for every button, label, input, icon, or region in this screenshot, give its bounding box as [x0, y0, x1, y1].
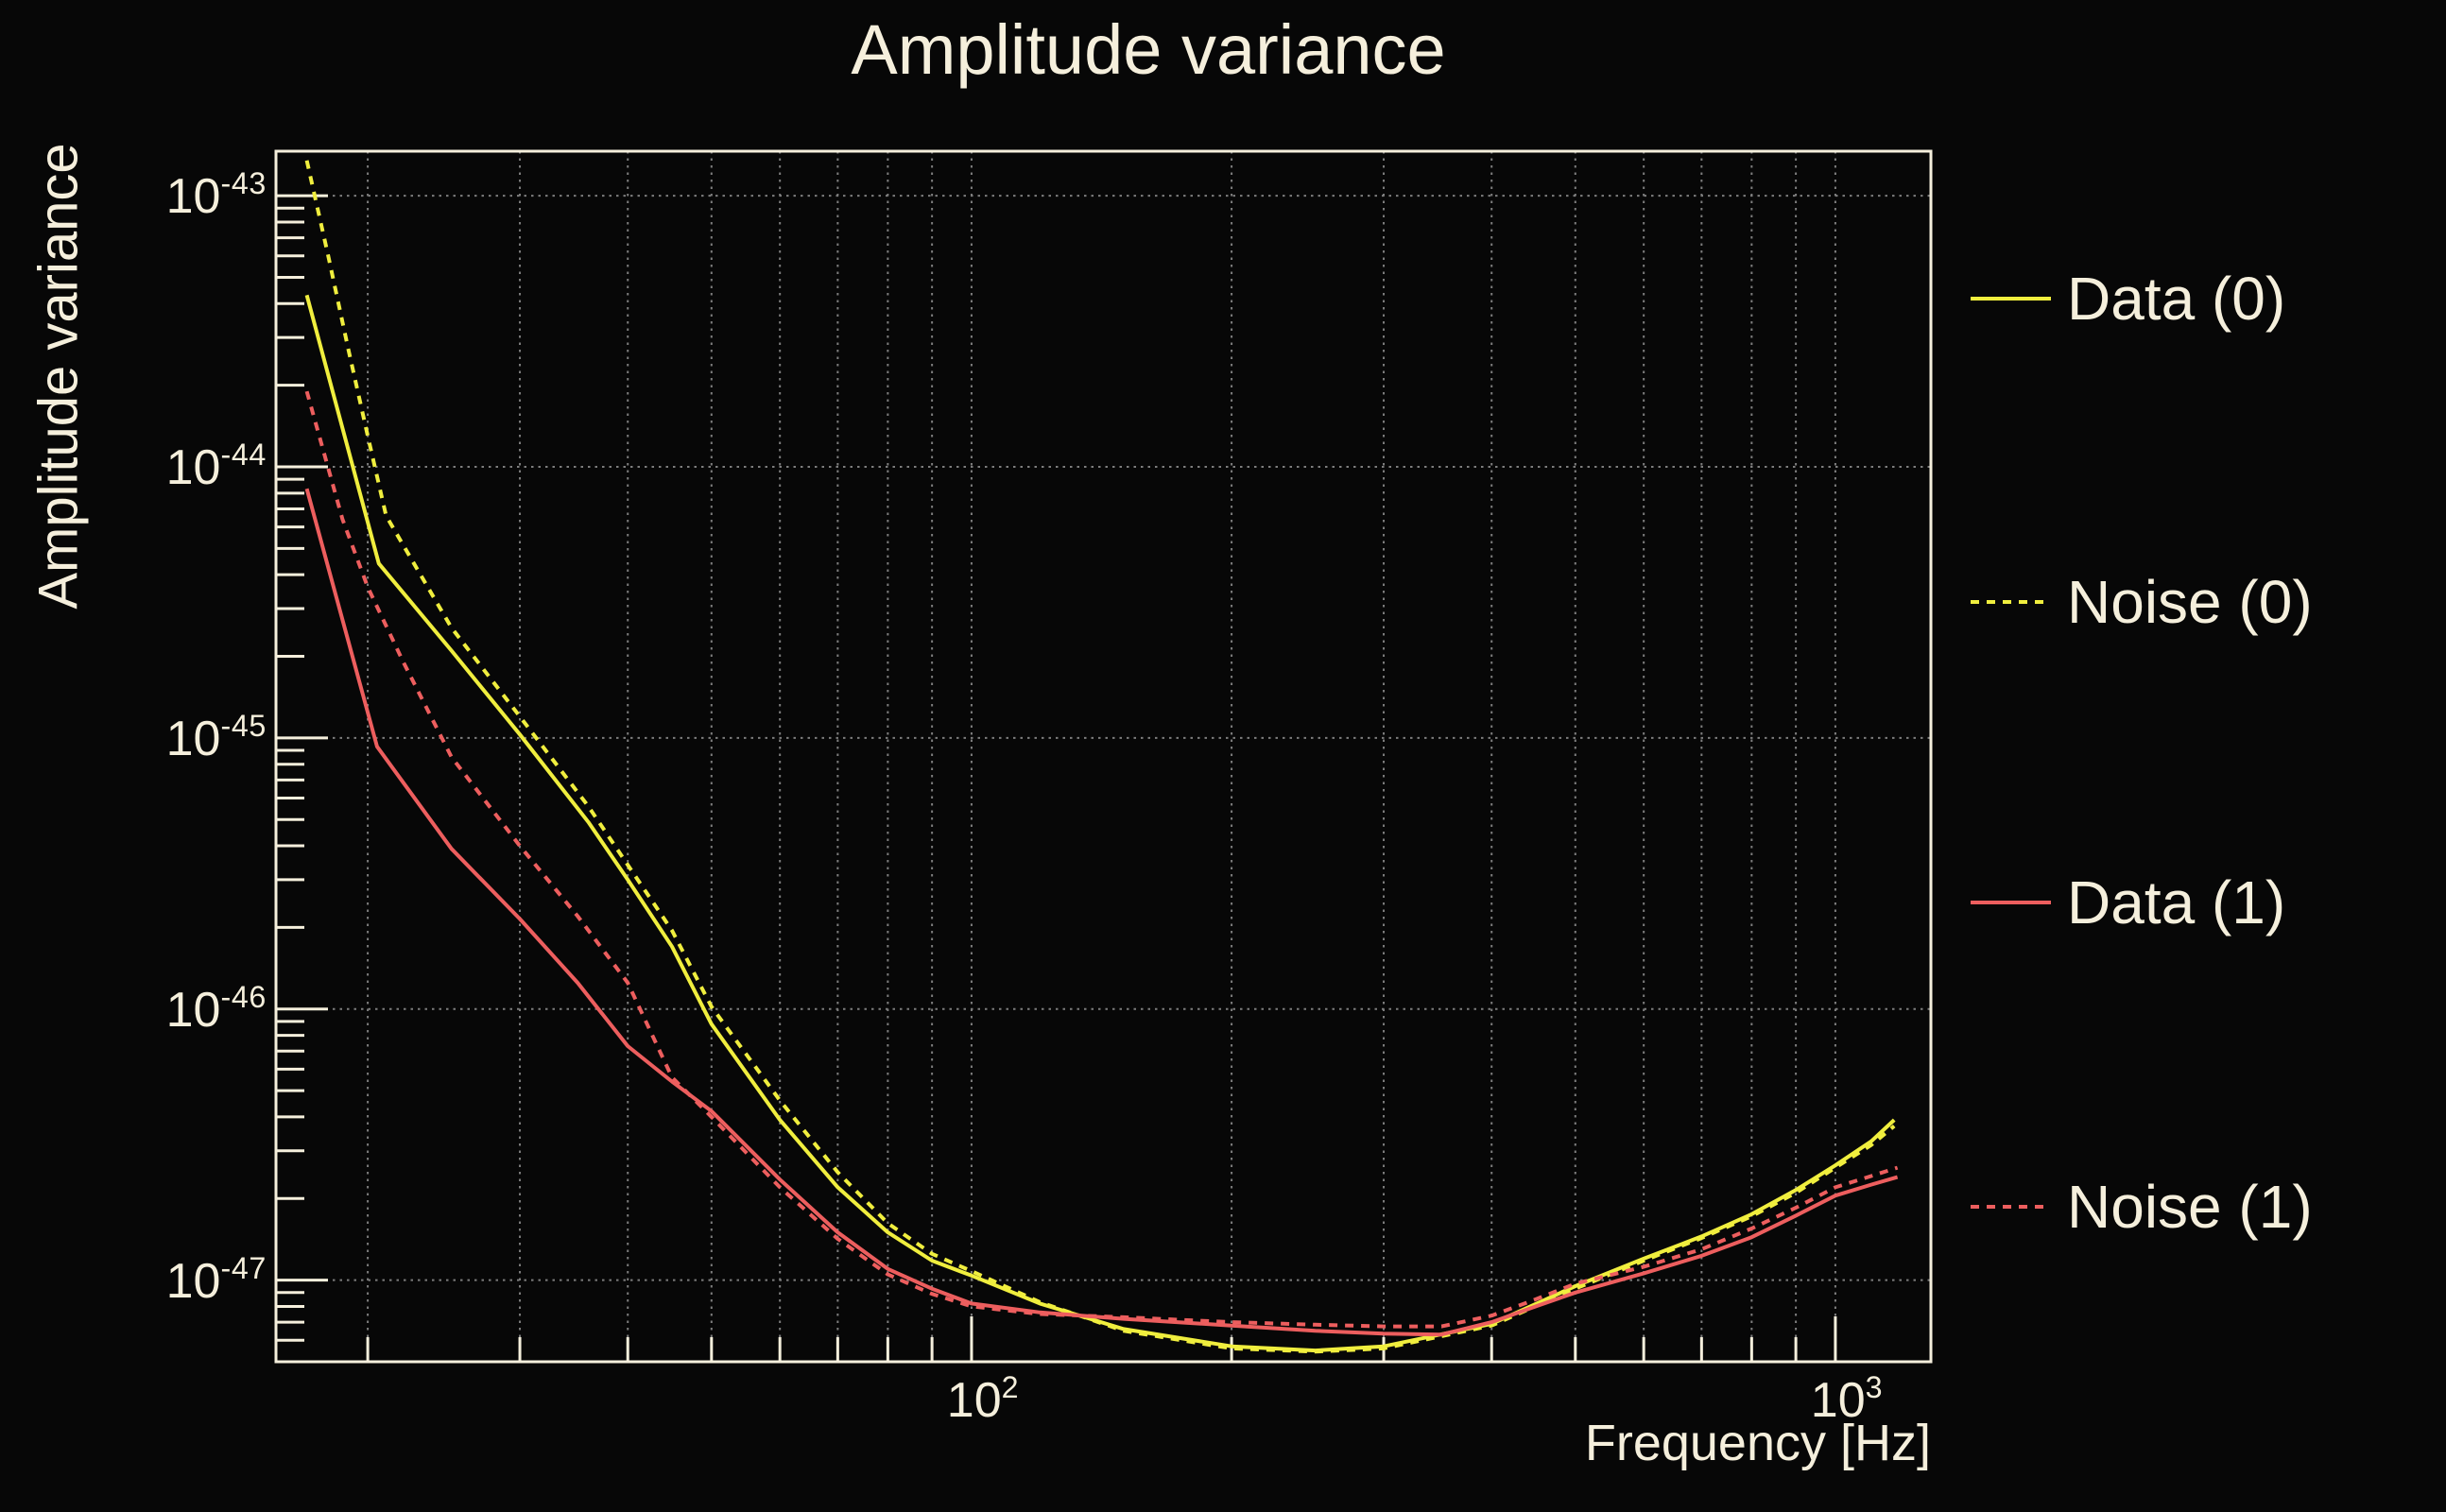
- line: [276, 0, 304, 337]
- tick-exponent: -44: [220, 438, 267, 472]
- line: [276, 0, 304, 1293]
- tick-exponent: -47: [220, 1251, 267, 1286]
- line: [276, 0, 304, 1117]
- series-data-0: [304, 294, 1896, 1353]
- line: [276, 0, 304, 880]
- tick-base: 10: [1810, 1372, 1866, 1428]
- line: [276, 0, 304, 819]
- line: [276, 0, 304, 780]
- tick-base: 10: [165, 711, 221, 766]
- line: [276, 0, 304, 1198]
- tick-base: 10: [165, 168, 221, 224]
- line: [276, 0, 304, 799]
- tick-exponent: -45: [220, 709, 267, 744]
- plot-frame: [274, 149, 1933, 1364]
- legend-label-noise-0: Noise (0): [2067, 568, 2313, 636]
- line: [276, 0, 304, 493]
- line: [276, 0, 304, 222]
- tick-base: 10: [165, 982, 221, 1038]
- tick-exponent: 2: [1001, 1370, 1020, 1404]
- line: [276, 0, 304, 765]
- line: [276, 0, 304, 1362]
- series-noise-1: [304, 390, 1899, 1329]
- line: [276, 0, 304, 278]
- tick-base: 10: [165, 1253, 221, 1309]
- series-data-1: [304, 488, 1899, 1337]
- legend-label-noise-1: Noise (1): [2067, 1173, 2313, 1241]
- tick-exponent: -46: [220, 980, 267, 1015]
- line: [276, 0, 304, 750]
- line: [276, 0, 304, 208]
- line: [276, 0, 304, 527]
- line: [276, 0, 304, 256]
- y-tick-label-1e-44: 10-44: [166, 438, 267, 496]
- line: [276, 0, 304, 479]
- line: [276, 0, 304, 1051]
- line: [276, 0, 304, 575]
- series-noise-0: [304, 160, 1896, 1354]
- x-axis-title: Frequency [Hz]: [1584, 1415, 1931, 1471]
- line: [276, 0, 328, 738]
- line: [276, 0, 328, 467]
- tick-base: 10: [946, 1372, 1002, 1428]
- y-tick-label-1e-46: 10-46: [166, 980, 267, 1039]
- tick-base: 10: [165, 439, 221, 495]
- y-tick-label-1e-43: 10-43: [166, 166, 267, 225]
- line: [276, 0, 304, 508]
- line: [276, 0, 304, 1322]
- tick-exponent: 3: [1865, 1370, 1884, 1404]
- line: [276, 0, 304, 1022]
- line: [276, 0, 304, 386]
- y-tick-label-1e-45: 10-45: [166, 709, 267, 767]
- line: [276, 0, 304, 846]
- tick-exponent: -43: [220, 166, 267, 201]
- line: [276, 0, 328, 196]
- x-tick-label-100: 102: [947, 1370, 1019, 1429]
- chart-title: Amplitude variance: [851, 10, 1446, 89]
- x-tick-label-1000: 103: [1811, 1370, 1883, 1429]
- line: [276, 0, 304, 927]
- line: [276, 0, 304, 657]
- legend-label-data-0: Data (0): [2067, 265, 2286, 333]
- y-tick-label-1e-47: 10-47: [166, 1251, 267, 1310]
- line: [276, 0, 304, 238]
- line: [276, 0, 304, 1069]
- line: [276, 0, 304, 1340]
- legend-label-data-1: Data (1): [2067, 868, 2286, 936]
- line: [276, 0, 328, 1280]
- y-axis-title: Amplitude variance: [27, 143, 90, 610]
